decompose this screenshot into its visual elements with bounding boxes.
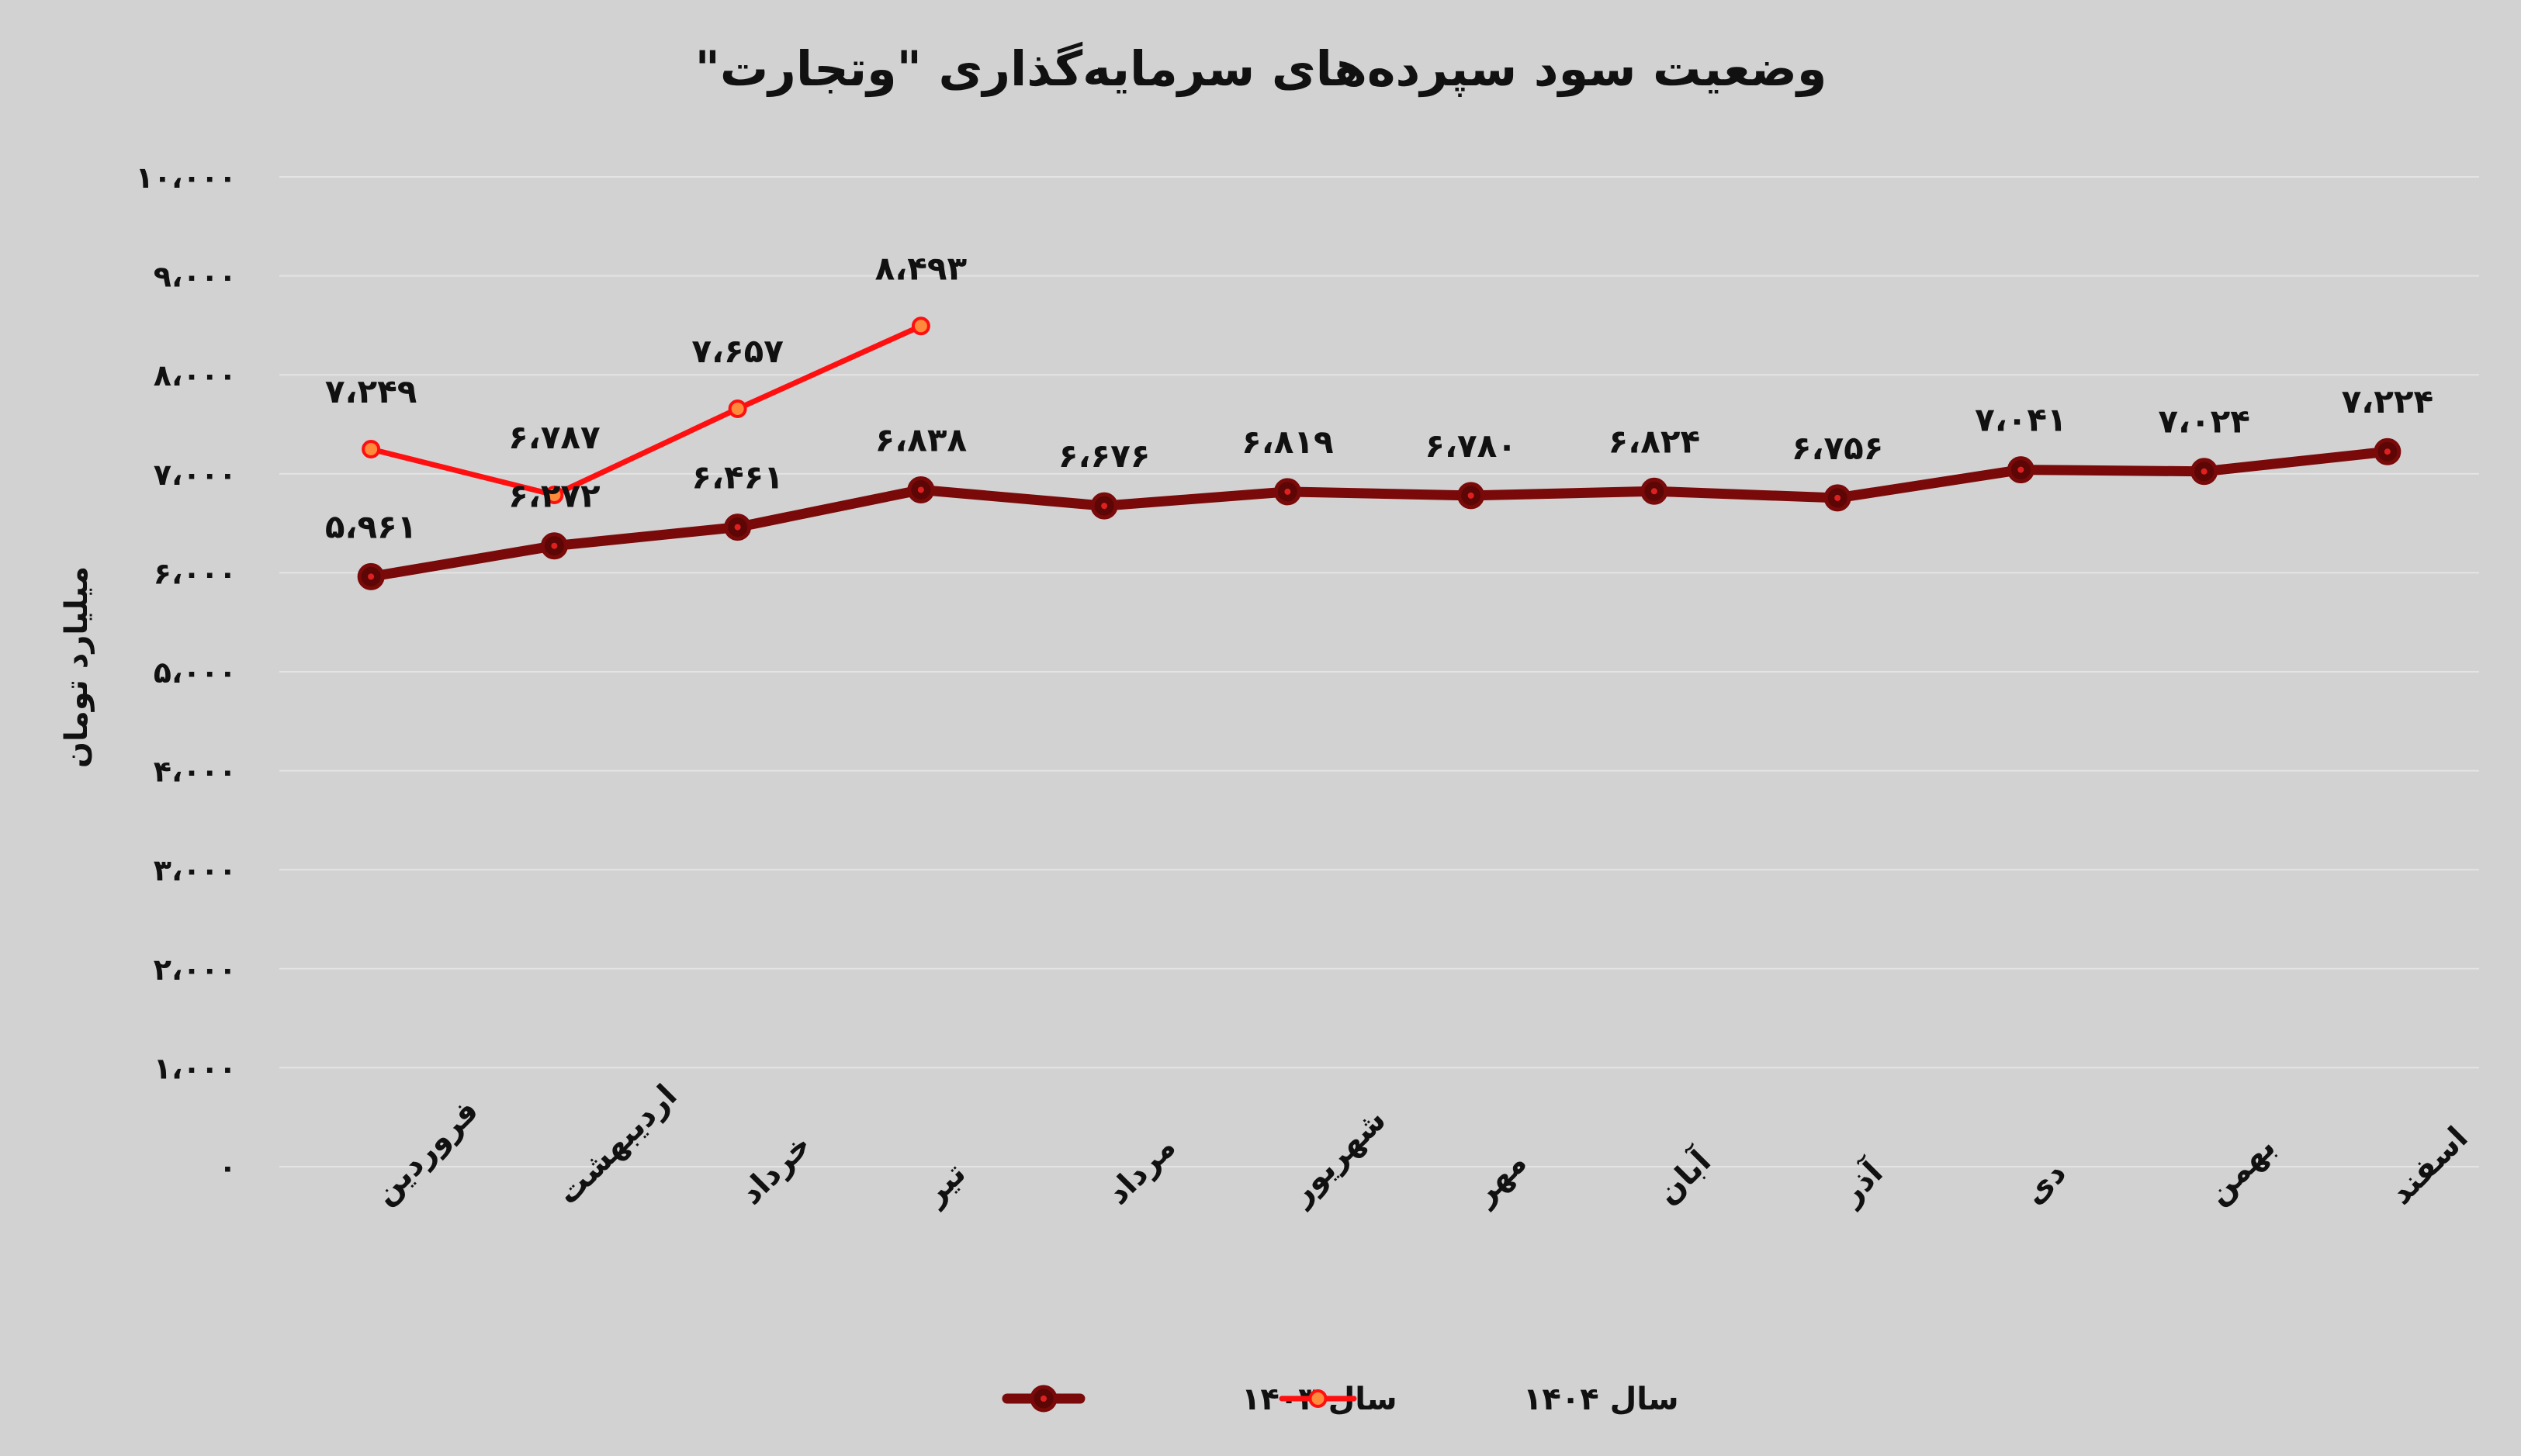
data-point-center <box>734 524 741 531</box>
data-label: ۶،۷۵۶ <box>1792 429 1884 467</box>
data-point-center <box>1284 488 1291 495</box>
x-tick-label: شهریور <box>1283 1102 1394 1213</box>
y-tick-label: ۹،۰۰۰ <box>154 260 237 294</box>
data-point-center <box>551 542 558 549</box>
x-tick-label: آذر <box>1830 1153 1890 1212</box>
data-point-center <box>1834 494 1841 501</box>
data-label: ۷،۰۴۱ <box>1975 401 2067 439</box>
data-label: ۶،۸۳۸ <box>875 420 968 458</box>
x-tick-label: اسفند <box>2383 1120 2474 1212</box>
y-tick-label: ۰ <box>219 1150 237 1185</box>
data-point-center <box>2201 468 2208 475</box>
data-point <box>911 316 930 336</box>
data-point <box>362 440 381 459</box>
series-layer <box>357 316 2402 590</box>
y-tick-label: ۸،۰۰۰ <box>154 358 237 393</box>
data-point-center <box>368 573 375 580</box>
y-tick-label: ۷،۰۰۰ <box>154 458 237 492</box>
x-tick-label: دی <box>2017 1155 2073 1212</box>
x-tick-label: فروردین <box>367 1093 486 1212</box>
y-tick-label: ۳،۰۰۰ <box>154 853 237 887</box>
y-tick-label: ۴،۰۰۰ <box>154 755 237 789</box>
data-label: ۸،۴۹۳ <box>875 249 968 287</box>
series-2 <box>362 316 930 504</box>
x-tick-label: آبان <box>1648 1141 1719 1212</box>
legend-item-2: سال ۱۴۰۴ <box>1279 1382 1679 1417</box>
legend: سال ۱۴۰۳ سال ۱۴۰۴ <box>1002 1382 1679 1417</box>
data-label: ۶،۶۷۶ <box>1058 437 1151 475</box>
data-point-center <box>2017 466 2024 473</box>
y-tick-label: ۶،۰۰۰ <box>154 556 237 590</box>
legend-label: سال ۱۴۰۴ <box>1523 1382 1679 1417</box>
y-tick-label: ۲،۰۰۰ <box>154 953 237 987</box>
x-axis-ticks: فروردین اردیبهشت خرداد تیر مرداد شهریور مهر آبا… <box>367 1077 2475 1212</box>
data-label: ۶،۷۸۰ <box>1425 427 1517 465</box>
data-point-center <box>1101 503 1108 510</box>
series-line <box>365 446 2393 582</box>
x-tick-label: تیر <box>916 1156 973 1213</box>
data-label: ۷،۲۴۹ <box>325 372 417 410</box>
data-label: ۷،۰۲۴ <box>2158 403 2250 441</box>
data-point <box>545 485 564 504</box>
data-labels: ۵،۹۶۱ ۶،۲۷۲ ۶،۴۶۱ ۶،۸۳۸ ۶،۶۷۶ ۶،۸۱۹ ۶،۷۸۰ ۶،۸۲۴… <box>325 249 2433 545</box>
data-label: ۷،۶۵۷ <box>691 332 784 370</box>
legend-swatch-center <box>1041 1395 1047 1402</box>
y-tick-label: ۱۰،۰۰۰ <box>136 161 237 195</box>
data-label: ۶،۸۱۹ <box>1241 423 1334 461</box>
x-tick-label: مهر <box>1466 1145 1534 1213</box>
gridlines <box>279 176 2479 1167</box>
x-tick-label: خرداد <box>733 1127 818 1212</box>
data-label: ۷،۲۲۴ <box>2342 382 2434 420</box>
data-label: ۶،۷۸۷ <box>508 418 601 456</box>
y-tick-label: ۵،۰۰۰ <box>154 655 237 690</box>
data-label: ۵،۹۶۱ <box>325 507 417 545</box>
series-line <box>368 323 924 498</box>
data-label: ۶،۸۲۴ <box>1609 422 1701 460</box>
data-label: ۶،۲۷۲ <box>508 477 601 515</box>
legend-swatch-marker <box>1308 1389 1328 1408</box>
x-tick-label: بهمن <box>2200 1129 2282 1212</box>
series-1 <box>357 437 2402 590</box>
data-point <box>728 399 747 418</box>
data-point-center <box>2384 448 2391 455</box>
chart-title: وضعیت سود سپرده‌های سرمایه‌گذاری "وتجارت… <box>695 40 1827 97</box>
data-point-center <box>917 486 924 493</box>
data-point-center <box>1467 492 1474 499</box>
x-tick-label: مرداد <box>1100 1129 1183 1212</box>
y-axis-label: میلیارد تومان <box>59 566 95 768</box>
data-label: ۶،۴۶۱ <box>691 458 784 496</box>
y-axis-ticks: ۰ ۱،۰۰۰ ۲،۰۰۰ ۳،۰۰۰ ۴،۰۰۰ ۵،۰۰۰ ۶،۰۰۰ ۷،۰۰۰ ۸،۰۰… <box>136 161 237 1185</box>
y-tick-label: ۱،۰۰۰ <box>154 1051 237 1085</box>
x-tick-label: اردیبهشت <box>550 1077 684 1212</box>
data-point-center <box>1650 488 1657 495</box>
